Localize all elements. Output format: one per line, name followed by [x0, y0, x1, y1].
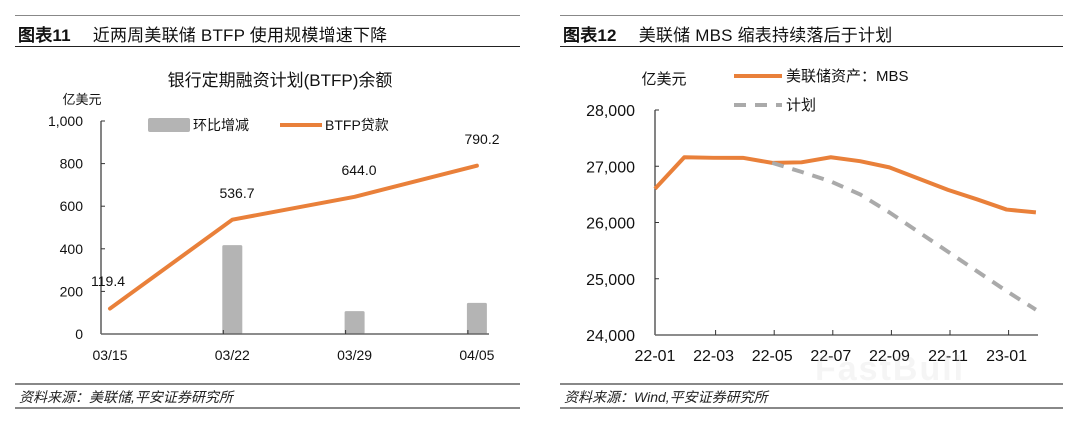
header-rule [560, 46, 1063, 47]
x-tick-label: 22-05 [752, 348, 793, 365]
footer-rule [560, 383, 1063, 385]
y-tick-label: 28,000 [586, 103, 635, 120]
top-rule [15, 15, 520, 16]
x-tick-label: 23-01 [986, 348, 1027, 365]
y-tick-label: 600 [60, 198, 84, 214]
bar [344, 311, 365, 334]
footer-rule [15, 383, 520, 385]
legend-label-line: BTFP贷款 [325, 117, 389, 133]
btfp-line [108, 163, 479, 311]
legend-label-bar: 环比增减 [193, 117, 249, 133]
y-tick-label: 200 [60, 283, 84, 299]
figure-number: 图表11 [18, 26, 71, 45]
legend-label-plan: 计划 [786, 97, 816, 114]
figure-number: 图表12 [563, 26, 617, 45]
bar [222, 245, 243, 334]
y-tick-label: 27,000 [586, 159, 635, 176]
figure-title: 美联储 MBS 缩表持续落后于计划 [638, 26, 893, 45]
x-tick-label: 03/22 [215, 347, 250, 363]
x-tick-label: 22-09 [869, 348, 910, 365]
watermark: FastBull [815, 350, 966, 388]
data-label: 536.7 [219, 185, 254, 201]
y-tick-label: 400 [60, 241, 84, 257]
x-tick-label: 22-03 [693, 348, 734, 365]
y-tick-label: 26,000 [586, 216, 635, 233]
y-tick-label: 800 [60, 156, 84, 172]
footer-rule-bottom [15, 407, 520, 409]
data-label: 790.2 [464, 131, 499, 147]
legend-label-mbs: 美联储资产：MBS [786, 68, 909, 85]
figure-12-panel: 图表12 美联储 MBS 缩表持续落后于计划 亿美元 美联储资产：MBS 计划 24,0… [560, 0, 1063, 421]
figure-11-panel: 图表11 近两周美联储 BTFP 使用规模增速下降 银行定期融资计划(BTFP)余… [15, 0, 520, 421]
figure-header: 图表11 近两周美联储 BTFP 使用规模增速下降 [18, 21, 387, 46]
y-axis-unit: 亿美元 [641, 71, 686, 88]
x-tick-label: 03/15 [92, 347, 127, 363]
data-label: 119.4 [91, 273, 125, 289]
figure-title: 近两周美联储 BTFP 使用规模增速下降 [92, 26, 388, 45]
mbs-line [653, 155, 1037, 215]
plan-line [771, 160, 1037, 312]
source-note: 资料来源：美联储,平安证券研究所 [19, 389, 233, 405]
top-rule [560, 15, 1063, 16]
header-rule [15, 46, 520, 47]
y-tick-label: 1,000 [48, 113, 83, 129]
mbs-chart: 亿美元 美联储资产：MBS 计划 24,000 25,000 26,000 27,000 28… [586, 68, 1038, 365]
y-tick-label: 25,000 [586, 272, 635, 289]
chart-title: 银行定期融资计划(BTFP)余额 [168, 71, 393, 90]
data-label: 644.0 [341, 162, 376, 178]
y-tick-label: 0 [75, 326, 83, 342]
figure-header: 图表12 美联储 MBS 缩表持续落后于计划 [563, 21, 892, 46]
source-note: 资料来源：Wind,平安证券研究所 [564, 389, 768, 405]
x-tick-label: 22-07 [810, 348, 851, 365]
x-tick-label: 03/29 [337, 347, 372, 363]
x-tick-label: 22-01 [635, 348, 676, 365]
footer-rule-bottom [560, 407, 1063, 409]
y-axis-unit: 亿美元 [62, 92, 101, 107]
bar [466, 302, 487, 334]
y-tick-label: 24,000 [586, 328, 635, 345]
x-tick-label: 22-11 [928, 348, 968, 365]
x-tick-label: 04/05 [459, 347, 494, 363]
legend-swatch-bar [148, 118, 190, 132]
